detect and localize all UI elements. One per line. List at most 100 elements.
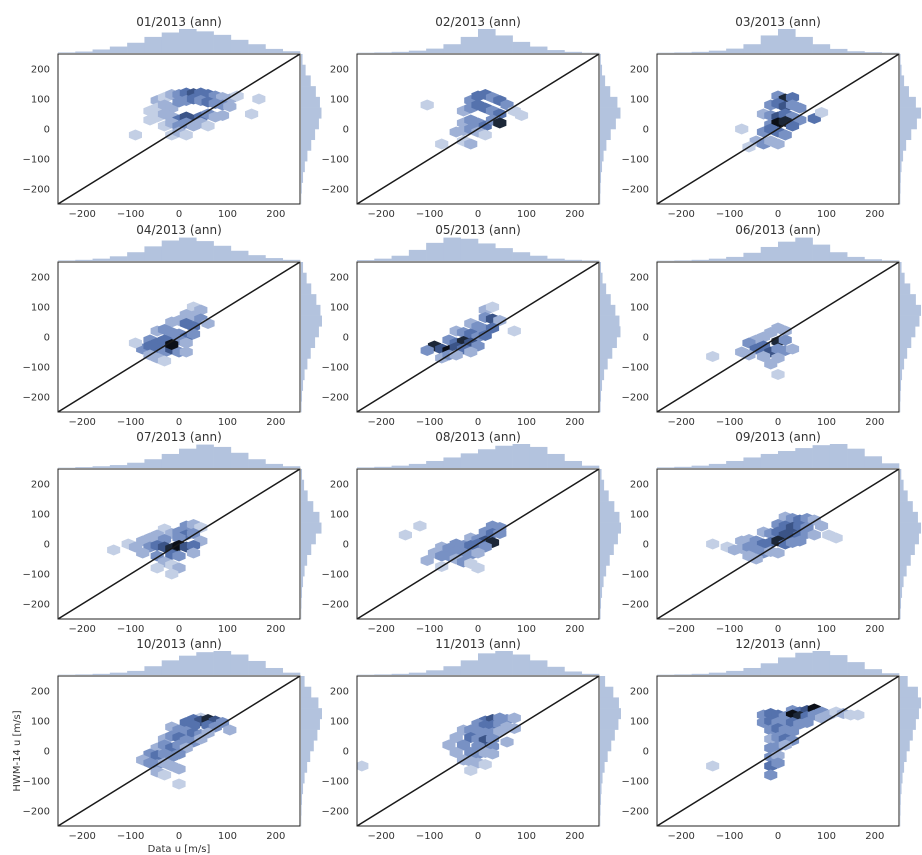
hist-bar-x bbox=[196, 241, 214, 261]
hexbin-cell bbox=[815, 712, 829, 724]
identity-line bbox=[357, 676, 599, 826]
hist-bar-x bbox=[864, 52, 883, 53]
hist-bar-x bbox=[674, 52, 692, 53]
x-tick-label: 100 bbox=[218, 624, 237, 635]
hist-bar-y bbox=[600, 161, 603, 173]
hist-bar-x bbox=[881, 463, 900, 468]
hist-bar-x bbox=[282, 466, 301, 468]
hist-bar-x bbox=[829, 655, 848, 675]
hist-bar-x bbox=[547, 453, 565, 468]
y-tick-label: 200 bbox=[31, 273, 50, 284]
panel-1: 01/2013 (ann) −200 −100 0 100 200 −200 −100 0 100… bbox=[23, 15, 322, 220]
hexbin-cell bbox=[485, 301, 500, 313]
hexbin-layer bbox=[107, 519, 208, 580]
hist-bar-x bbox=[795, 36, 813, 53]
x-tick-label: 0 bbox=[775, 831, 781, 842]
hist-bar-x bbox=[161, 32, 180, 53]
hist-bar-x bbox=[881, 260, 900, 261]
y-tick-label: 100 bbox=[31, 510, 50, 521]
hist-bar-x bbox=[265, 667, 284, 675]
x-axis-label: Data u [m/s] bbox=[148, 844, 211, 855]
hist-bar-x bbox=[657, 467, 675, 468]
y-tick-label: 0 bbox=[44, 747, 50, 758]
y-tick-label: 0 bbox=[643, 540, 649, 551]
hist-bar-x bbox=[812, 651, 831, 675]
hist-bar-y bbox=[600, 54, 601, 66]
hist-bar-y bbox=[301, 490, 308, 502]
hist-bar-y bbox=[900, 337, 912, 349]
hist-bar-y bbox=[900, 379, 902, 391]
hist-bar-y bbox=[600, 479, 605, 491]
hist-bar-y bbox=[600, 804, 601, 816]
hist-bar-x bbox=[92, 258, 111, 261]
hist-bar-x bbox=[778, 451, 796, 468]
hist-bar-y bbox=[301, 326, 319, 338]
hist-bar-y bbox=[600, 379, 603, 391]
hist-bar-y bbox=[301, 283, 312, 295]
hist-bar-y bbox=[301, 107, 322, 119]
top-marginal-histogram bbox=[58, 29, 301, 53]
panel-title: 10/2013 (ann) bbox=[136, 637, 222, 651]
hist-bar-x bbox=[144, 36, 163, 53]
hist-bar-x bbox=[357, 467, 375, 468]
hist-bar-x bbox=[282, 51, 301, 53]
hist-bar-y bbox=[900, 676, 908, 688]
y-tick-label: 200 bbox=[31, 687, 50, 698]
y-tick-label: −100 bbox=[23, 777, 50, 788]
panel-title: 06/2013 (ann) bbox=[735, 223, 821, 237]
hist-bar-y bbox=[301, 479, 305, 491]
right-marginal-histogram bbox=[301, 676, 322, 827]
hist-bar-y bbox=[600, 544, 614, 556]
panel-4: 04/2013 (ann) −200 −100 0 100 200 −200 −100 0 100… bbox=[23, 223, 322, 428]
hist-bar-x bbox=[743, 667, 762, 675]
hist-bar-x bbox=[391, 51, 410, 53]
hist-bar-x bbox=[213, 651, 232, 675]
hexbin-cell bbox=[764, 769, 778, 781]
top-marginal-histogram bbox=[357, 651, 600, 675]
hist-bar-y bbox=[301, 740, 314, 752]
x-tick-label: 0 bbox=[475, 624, 481, 635]
axes-frame bbox=[656, 261, 900, 413]
hist-bar-y bbox=[600, 708, 621, 720]
hist-bar-x bbox=[812, 445, 831, 468]
identity-line bbox=[657, 469, 899, 619]
axes-frame bbox=[656, 675, 900, 827]
hist-bar-x bbox=[391, 465, 410, 468]
hist-bar-y bbox=[900, 718, 916, 730]
hist-bar-x bbox=[75, 674, 93, 675]
y-tick-label: 100 bbox=[330, 95, 349, 106]
x-tick-label: 200 bbox=[266, 624, 285, 635]
y-tick-label: −100 bbox=[622, 363, 649, 374]
hist-bar-x bbox=[478, 29, 496, 53]
x-tick-label: 0 bbox=[475, 831, 481, 842]
hist-bar-y bbox=[900, 565, 907, 577]
hexbin-cell bbox=[435, 138, 449, 150]
hist-bar-y bbox=[900, 576, 904, 588]
hist-bar-y bbox=[301, 718, 320, 730]
y-tick-label: 100 bbox=[330, 717, 349, 728]
hist-bar-x bbox=[426, 48, 444, 53]
hist-bar-y bbox=[301, 54, 303, 66]
x-tick-label: 0 bbox=[775, 624, 781, 635]
axes-frame bbox=[57, 261, 301, 413]
y-tick-label: 100 bbox=[630, 510, 649, 521]
y-tick-label: −200 bbox=[622, 393, 649, 404]
hist-bar-y bbox=[900, 544, 915, 556]
hist-bar-y bbox=[900, 804, 901, 816]
panel-10: 10/2013 (ann) −200 −100 0 100 200 −200 −100 0 100… bbox=[12, 637, 322, 855]
identity-line bbox=[657, 262, 899, 412]
hexbin-cell bbox=[493, 117, 507, 129]
hist-bar-x bbox=[881, 673, 900, 675]
top-marginal-histogram bbox=[58, 444, 301, 468]
hist-bar-y bbox=[301, 358, 308, 370]
hist-bar-y bbox=[301, 272, 307, 284]
y-tick-label: −200 bbox=[622, 185, 649, 196]
hist-bar-y bbox=[301, 729, 318, 741]
hist-bar-x bbox=[161, 453, 180, 468]
hist-bar-x bbox=[75, 51, 93, 53]
panel-3: 03/2013 (ann) −200 −100 0 100 200 −200 −100 0 100… bbox=[622, 15, 921, 220]
hist-bar-x bbox=[426, 460, 444, 468]
x-tick-label: 200 bbox=[865, 624, 884, 635]
hist-bar-x bbox=[778, 241, 796, 261]
hist-bar-y bbox=[600, 315, 620, 327]
